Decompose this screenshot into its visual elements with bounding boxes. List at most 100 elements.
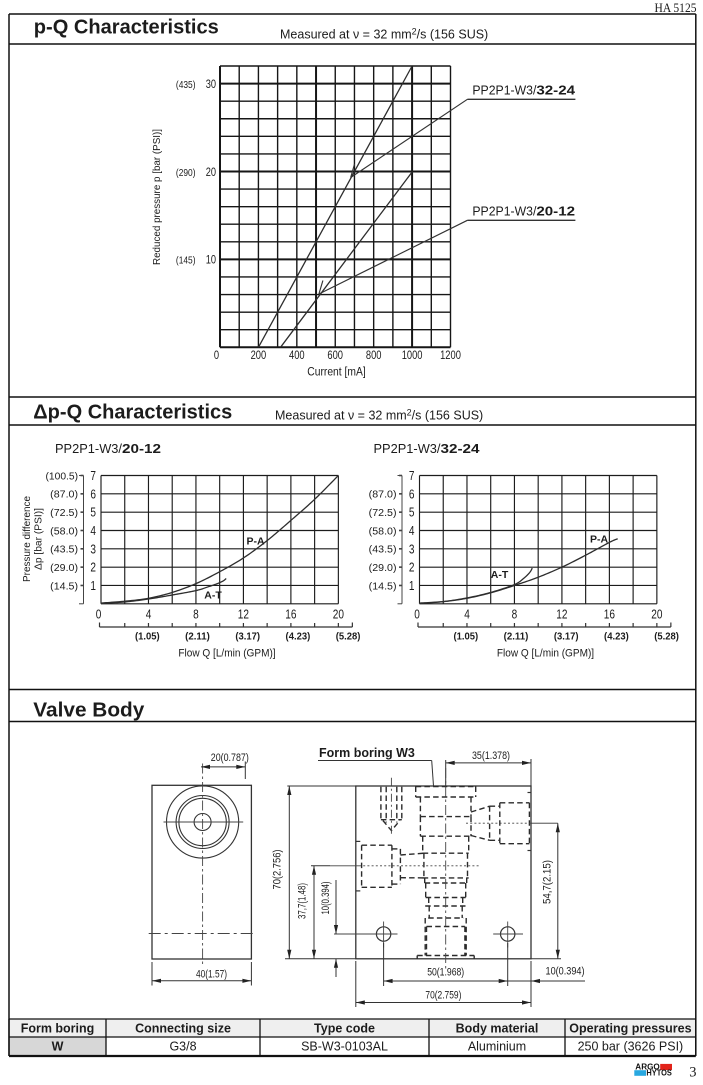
svg-text:(29.0): (29.0) <box>50 563 78 574</box>
svg-text:P-A: P-A <box>590 534 609 546</box>
svg-text:(5.28): (5.28) <box>336 631 361 643</box>
svg-text:32-24: 32-24 <box>441 441 481 456</box>
svg-text:Form boring: Form boring <box>21 1021 95 1035</box>
svg-text:10(0.394): 10(0.394) <box>546 966 585 978</box>
svg-text:4: 4 <box>464 608 470 622</box>
svg-text:8: 8 <box>193 608 199 622</box>
svg-text:Reduced pressure p [bar (PSI)]: Reduced pressure p [bar (PSI)] <box>151 129 163 265</box>
svg-text:800: 800 <box>366 350 382 362</box>
svg-text:Operating pressures: Operating pressures <box>569 1021 691 1035</box>
svg-text:1: 1 <box>90 579 96 593</box>
svg-text:(1.05): (1.05) <box>135 631 160 643</box>
svg-text:(4.23): (4.23) <box>286 631 311 643</box>
svg-text:3: 3 <box>90 542 96 556</box>
svg-text:2: 2 <box>409 561 415 575</box>
svg-text:(43.5): (43.5) <box>369 545 397 556</box>
svg-text:70(2.756): 70(2.756) <box>272 850 284 890</box>
svg-text:(29.0): (29.0) <box>369 563 397 574</box>
svg-text:(2.11): (2.11) <box>504 631 529 643</box>
svg-text:12: 12 <box>238 608 249 622</box>
svg-text:G3/8: G3/8 <box>169 1040 196 1054</box>
svg-text:Type code: Type code <box>314 1021 375 1035</box>
svg-text:20-12: 20-12 <box>536 204 575 219</box>
svg-text:600: 600 <box>327 350 343 362</box>
svg-text:(145): (145) <box>176 255 196 267</box>
svg-text:16: 16 <box>604 608 615 622</box>
svg-text:16: 16 <box>285 608 296 622</box>
svg-text:250 bar (3626 PSI): 250 bar (3626 PSI) <box>578 1040 684 1054</box>
svg-text:0: 0 <box>96 608 102 622</box>
svg-text:(14.5): (14.5) <box>369 581 397 592</box>
svg-text:54,7(2.15): 54,7(2.15) <box>542 860 554 904</box>
svg-text:20(0.787): 20(0.787) <box>211 752 249 764</box>
svg-text:(87.0): (87.0) <box>369 490 397 501</box>
svg-text:PP2P1-W3/: PP2P1-W3/ <box>472 83 536 98</box>
svg-text:1: 1 <box>409 579 415 593</box>
svg-text:3: 3 <box>409 542 415 556</box>
svg-text:10: 10 <box>206 255 216 267</box>
svg-text:(2.11): (2.11) <box>185 631 210 643</box>
svg-text:(3.17): (3.17) <box>235 631 260 643</box>
svg-text:(3.17): (3.17) <box>554 631 579 643</box>
svg-text:Measured at ν = 32 mm2/s (156: Measured at ν = 32 mm2/s (156 SUS) <box>280 27 488 42</box>
svg-text:5: 5 <box>90 506 96 520</box>
svg-text:W: W <box>52 1040 64 1054</box>
svg-text:1000: 1000 <box>402 350 423 362</box>
svg-text:(87.0): (87.0) <box>50 490 78 501</box>
svg-text:HYTOS: HYTOS <box>646 1069 671 1078</box>
svg-text:10(0.394): 10(0.394) <box>320 882 332 915</box>
svg-text:Connecting size: Connecting size <box>135 1021 231 1035</box>
svg-text:200: 200 <box>251 350 267 362</box>
svg-text:(72.5): (72.5) <box>369 508 397 519</box>
svg-text:ARGO: ARGO <box>635 1063 660 1072</box>
svg-text:(58.0): (58.0) <box>50 526 78 537</box>
svg-text:6: 6 <box>90 487 96 501</box>
svg-text:(14.5): (14.5) <box>50 581 78 592</box>
svg-text:37,7(1.48): 37,7(1.48) <box>297 883 309 919</box>
svg-text:Valve Body: Valve Body <box>33 700 145 722</box>
svg-text:(43.5): (43.5) <box>50 545 78 556</box>
svg-text:1200: 1200 <box>440 350 461 362</box>
svg-text:8: 8 <box>512 608 518 622</box>
svg-text:3: 3 <box>689 1065 696 1081</box>
svg-text:(58.0): (58.0) <box>369 526 397 537</box>
svg-text:32-24: 32-24 <box>536 83 575 98</box>
svg-text:p-Q Characteristics: p-Q Characteristics <box>34 17 219 39</box>
svg-text:A-T: A-T <box>204 590 222 602</box>
svg-text:0: 0 <box>414 608 420 622</box>
svg-text:35(1.378): 35(1.378) <box>472 750 510 762</box>
svg-text:SB-W3-0103AL: SB-W3-0103AL <box>301 1040 388 1054</box>
svg-text:(1.05): (1.05) <box>453 631 478 643</box>
svg-text:30: 30 <box>206 79 216 91</box>
svg-text:(435): (435) <box>176 79 196 91</box>
svg-text:20: 20 <box>333 608 344 622</box>
svg-text:Pressure difference: Pressure difference <box>22 496 33 582</box>
svg-text:(5.28): (5.28) <box>654 631 679 643</box>
svg-text:(4.23): (4.23) <box>604 631 629 643</box>
svg-text:A-T: A-T <box>491 569 509 581</box>
svg-text:Δp-Q Characteristics: Δp-Q Characteristics <box>33 402 232 424</box>
svg-text:70(2.759): 70(2.759) <box>425 989 461 1001</box>
svg-text:Current [mA]: Current [mA] <box>307 367 365 379</box>
svg-text:20-12: 20-12 <box>122 441 161 456</box>
svg-text:Aluminium: Aluminium <box>468 1040 526 1054</box>
svg-text:4: 4 <box>90 524 96 538</box>
svg-text:HA 5125: HA 5125 <box>655 0 697 15</box>
svg-text:Form boring W3: Form boring W3 <box>319 746 415 760</box>
svg-text:Measured at ν = 32 mm2/s (156: Measured at ν = 32 mm2/s (156 SUS) <box>275 408 483 423</box>
svg-text:50(1.968): 50(1.968) <box>427 967 464 979</box>
svg-text:4: 4 <box>146 608 152 622</box>
svg-text:Flow Q [L/min (GPM)]: Flow Q [L/min (GPM)] <box>178 648 275 660</box>
svg-text:Body material: Body material <box>456 1021 539 1035</box>
svg-text:PP2P1-W3/: PP2P1-W3/ <box>55 441 122 456</box>
svg-text:20: 20 <box>206 167 216 179</box>
svg-text:7: 7 <box>409 469 415 483</box>
svg-text:7: 7 <box>90 469 96 483</box>
svg-text:PP2P1-W3/: PP2P1-W3/ <box>374 441 441 456</box>
svg-text:(290): (290) <box>176 167 196 179</box>
svg-text:2: 2 <box>90 561 96 575</box>
svg-text:P-A: P-A <box>246 536 265 548</box>
svg-text:(72.5): (72.5) <box>50 508 78 519</box>
svg-text:Flow Q [L/min (GPM)]: Flow Q [L/min (GPM)] <box>497 648 594 660</box>
svg-text:12: 12 <box>556 608 567 622</box>
